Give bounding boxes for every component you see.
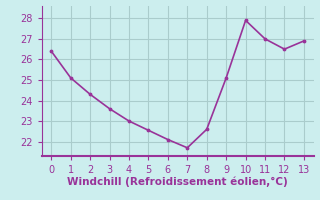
X-axis label: Windchill (Refroidissement éolien,°C): Windchill (Refroidissement éolien,°C) xyxy=(67,176,288,187)
